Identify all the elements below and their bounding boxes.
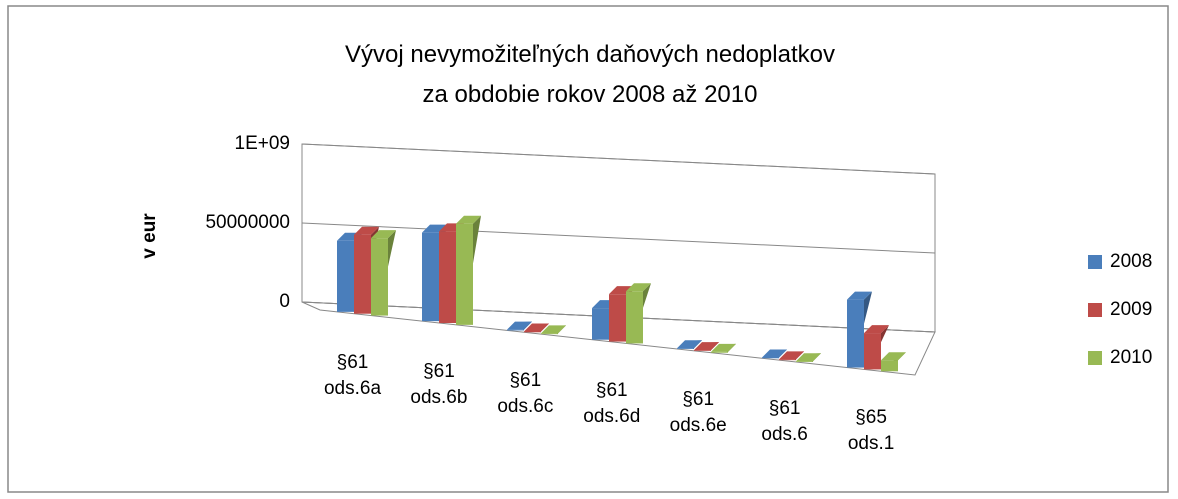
legend-label: 2009: [1110, 299, 1152, 320]
bar-top: [456, 215, 481, 224]
grid-line: [301, 222, 936, 254]
bar-top: [796, 353, 821, 362]
legend-swatch: [1088, 351, 1102, 365]
bar-front: [524, 331, 541, 333]
x-tick-label: §61 ods.6b: [410, 360, 468, 408]
bar-front: [507, 329, 524, 331]
bar-front: [371, 238, 388, 316]
bar-front: [354, 234, 371, 314]
bar: [626, 283, 651, 344]
bar: [779, 351, 804, 361]
bar-top: [711, 343, 736, 352]
x-tick-label: §61 ods.6c: [497, 370, 554, 418]
bar: [592, 300, 617, 340]
bar-top: [507, 321, 532, 330]
bar: [456, 215, 481, 325]
bar: [847, 291, 872, 368]
bar-front: [677, 348, 694, 349]
bar-front: [337, 240, 354, 312]
bar-top: [354, 226, 379, 235]
bar: [371, 230, 396, 316]
x-tick-label: §61 ods.6a: [323, 351, 382, 399]
x-tick-label: §65 ods.1: [847, 407, 895, 455]
y-tick-label: 0: [279, 291, 290, 312]
bar: [354, 226, 379, 314]
legend-swatch: [1088, 255, 1102, 269]
bar-top: [779, 351, 804, 360]
bar-top: [694, 342, 719, 351]
bar: [864, 325, 889, 370]
bar-front: [422, 232, 439, 322]
x-tick-label: §61 ods.6d: [583, 379, 641, 427]
bar-top: [881, 352, 906, 361]
bar-front: [592, 308, 609, 340]
bar: [524, 323, 549, 333]
bar-front: [541, 333, 558, 335]
bar-top: [847, 291, 872, 300]
bar-top: [371, 230, 396, 239]
bar-top: [524, 323, 549, 332]
chart-title: Vývoj nevymožiteľných daňových nedoplatk…: [345, 41, 835, 108]
bar: [541, 325, 566, 335]
legend-label: 2008: [1110, 251, 1152, 272]
y-tick-label: 50000000: [205, 212, 290, 233]
bar-top: [541, 325, 566, 334]
bar: [796, 353, 821, 362]
bar: [711, 343, 736, 353]
y-axis-label: v eur: [139, 213, 160, 259]
bar-top: [626, 283, 651, 292]
bar-front: [864, 333, 881, 370]
bar-front: [711, 351, 728, 353]
legend-swatch: [1088, 303, 1102, 317]
bar-front: [694, 350, 711, 351]
bar-front: [881, 360, 898, 372]
bar: [677, 340, 702, 349]
bar-front: [762, 357, 779, 359]
bar: [694, 342, 719, 351]
legend-label: 2010: [1110, 347, 1152, 368]
chart-border: [7, 5, 1169, 493]
bar-front: [626, 291, 643, 344]
bar-front: [456, 223, 473, 325]
bar-top: [677, 340, 702, 349]
bar-front: [609, 294, 626, 342]
x-tick-label: §61 ods.6: [761, 398, 808, 446]
bar: [507, 321, 532, 331]
bar-top: [762, 349, 787, 358]
bar-front: [439, 231, 456, 323]
bar-front: [847, 299, 864, 368]
bar-front: [796, 361, 813, 362]
x-tick-label: §61 ods.6e: [669, 388, 727, 436]
bar-top: [864, 325, 889, 334]
bar: [762, 349, 787, 359]
bar-front: [779, 359, 796, 361]
bar: [881, 352, 906, 372]
y-tick-label: 1E+09: [235, 133, 290, 154]
grid-line: [301, 143, 936, 175]
